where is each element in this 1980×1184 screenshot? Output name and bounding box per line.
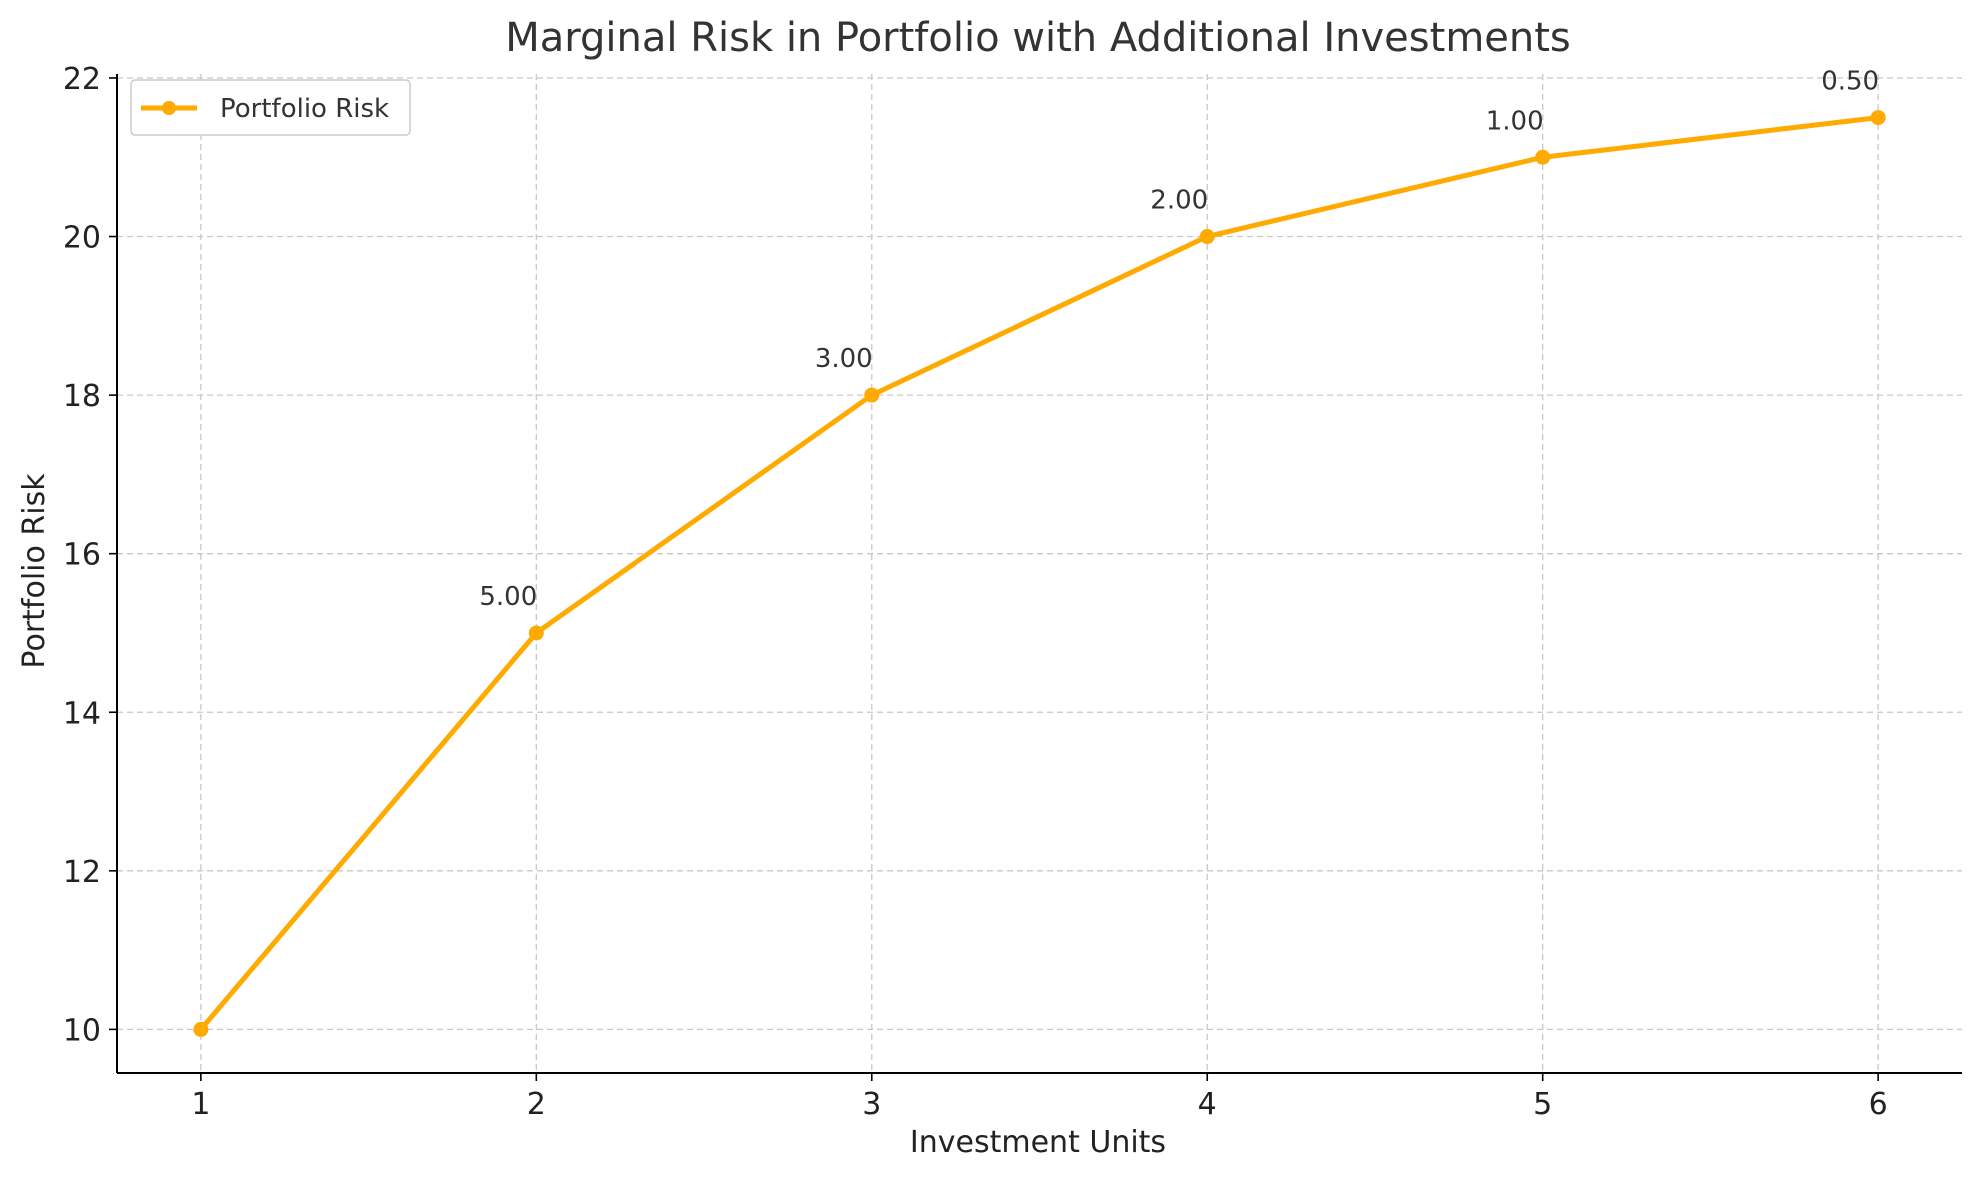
data-point: [1199, 229, 1215, 245]
data-point: [1535, 149, 1551, 165]
series-line: [198, 115, 1881, 1032]
y-tick-label: 10: [63, 1013, 101, 1048]
grid: [117, 74, 1962, 1073]
data-point: [528, 625, 544, 641]
data-label: 2.00: [1150, 186, 1208, 216]
legend-series-label: Portfolio Risk: [220, 94, 389, 124]
x-axis-label: Investment Units: [910, 1125, 1166, 1160]
data-label: 1.00: [1486, 106, 1544, 136]
y-tick-label: 18: [63, 379, 101, 414]
legend: Portfolio Risk: [130, 79, 411, 136]
x-tick-label: 6: [1869, 1087, 1888, 1122]
legend-marker-swatch: [162, 101, 176, 115]
data-label: 3.00: [815, 344, 873, 374]
data-label: 5.00: [479, 582, 537, 612]
y-tick-label: 14: [63, 696, 101, 731]
y-tick-label: 12: [63, 855, 101, 890]
annotations: 5.00 3.00 2.00 1.00 0.50: [479, 67, 1879, 612]
chart-title: Marginal Risk in Portfolio with Addition…: [505, 15, 1571, 61]
y-tick-label: 16: [63, 538, 101, 573]
data-point: [1870, 110, 1886, 126]
legend-frame: [130, 79, 411, 136]
x-tick-label: 1: [191, 1087, 210, 1122]
x-tick-label: 3: [862, 1087, 881, 1122]
x-tick-label: 5: [1533, 1087, 1552, 1122]
x-tick-label: 2: [527, 1087, 546, 1122]
x-tick-label: 4: [1198, 1087, 1217, 1122]
data-point: [193, 1021, 209, 1037]
y-axis-label: Portfolio Risk: [17, 473, 52, 669]
data-point: [864, 387, 880, 403]
data-label: 0.50: [1821, 67, 1879, 97]
y-tick-label: 20: [63, 221, 101, 256]
series: [193, 110, 1886, 1037]
y-tick-label: 22: [63, 62, 101, 97]
